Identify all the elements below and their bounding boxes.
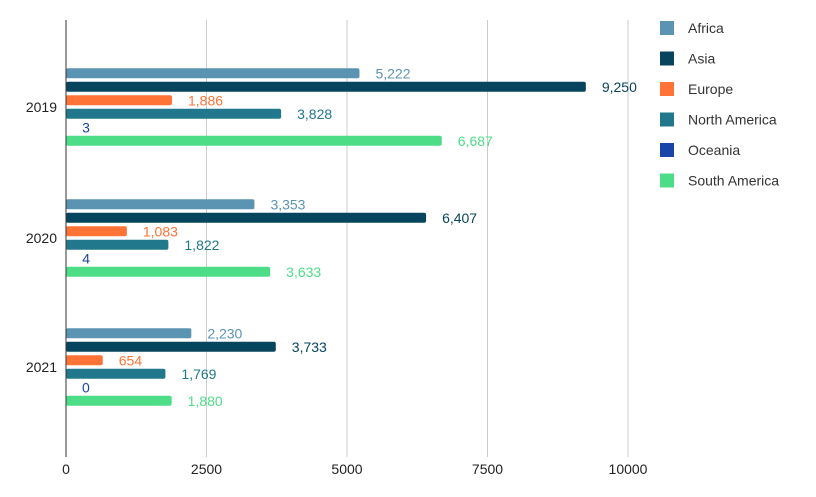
data-label: 4	[82, 250, 90, 266]
legend-swatch	[660, 173, 674, 188]
legend-label: North America	[688, 112, 777, 128]
bars	[66, 68, 586, 406]
legend-label: Oceania	[688, 142, 740, 158]
legend-swatch	[660, 51, 674, 66]
legend-label: South America	[688, 173, 779, 189]
x-tick-label: 0	[62, 461, 70, 477]
bar-north-america-2021	[66, 368, 166, 379]
axes: 0 2500 5000 7500 10000 2019 2020 2021	[26, 20, 648, 477]
data-label: 9,250	[602, 79, 637, 95]
data-labels: 5,222 9,250 1,886 3,828 3 6,687 3,353 6,407 1,08…	[82, 65, 637, 409]
data-label: 6,407	[442, 210, 477, 226]
data-label: 1,880	[188, 393, 223, 409]
bar-asia-2021	[66, 341, 276, 352]
x-tick-label: 7500	[472, 461, 503, 477]
data-label: 1,822	[184, 237, 219, 253]
category-label: 2019	[26, 99, 57, 115]
bar-south-america-2021	[66, 395, 172, 406]
legend-swatch	[660, 21, 674, 35]
legend-label: Asia	[688, 51, 715, 67]
data-label: 1,769	[181, 366, 216, 382]
bar-europe-2021	[66, 355, 103, 366]
data-label: 654	[119, 352, 143, 368]
bar-europe-2020	[66, 226, 127, 237]
bar-north-america-2019	[66, 108, 282, 119]
data-label: 1,886	[188, 92, 223, 108]
x-tick-label: 5000	[331, 461, 362, 477]
legend-swatch	[660, 143, 674, 157]
gridlines	[206, 20, 629, 457]
category-label: 2021	[26, 359, 57, 375]
bar-asia-2019	[66, 81, 586, 92]
data-label: 0	[82, 379, 90, 395]
bar-africa-2020	[66, 199, 255, 210]
data-label: 3,353	[270, 196, 305, 212]
data-label: 3,633	[286, 264, 321, 280]
data-label: 6,687	[458, 133, 493, 149]
bar-north-america-2020	[66, 239, 169, 250]
x-tick-label: 10000	[609, 461, 648, 477]
bar-asia-2020	[66, 212, 427, 223]
category-label: 2020	[26, 230, 57, 246]
legend-swatch	[660, 82, 674, 96]
legend-label: Europe	[688, 81, 733, 97]
data-label: 3	[82, 119, 90, 135]
x-tick-label: 2500	[191, 461, 222, 477]
legend-swatch	[660, 112, 674, 127]
data-label: 2,230	[207, 325, 242, 341]
data-label: 3,733	[292, 339, 327, 355]
legend: Africa Asia Europe North America Oceania Sout…	[660, 20, 779, 189]
bar-africa-2019	[66, 68, 360, 79]
data-label: 3,828	[297, 106, 332, 122]
bar-south-america-2019	[66, 135, 442, 146]
data-label: 1,083	[143, 223, 178, 239]
data-label: 5,222	[375, 65, 410, 81]
legend-label: Africa	[688, 20, 724, 36]
bar-africa-2021	[66, 328, 192, 339]
bar-europe-2019	[66, 95, 172, 106]
bar-south-america-2020	[66, 266, 271, 277]
